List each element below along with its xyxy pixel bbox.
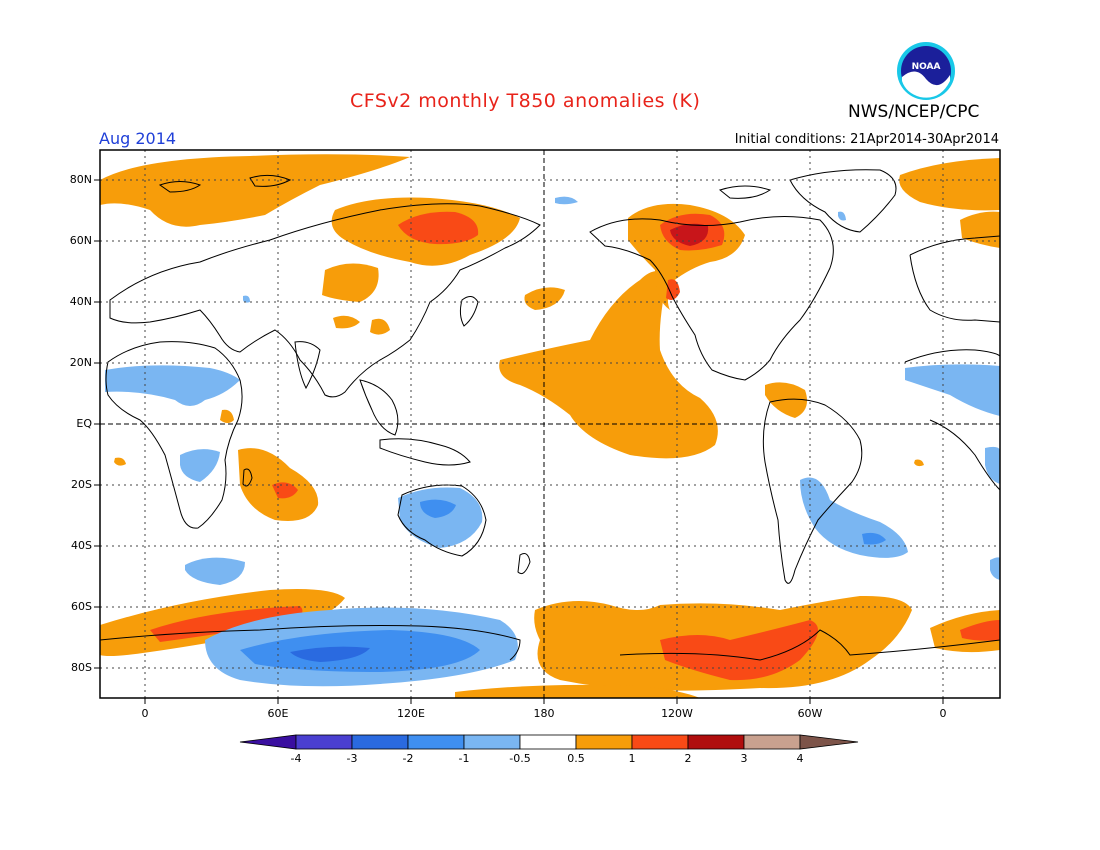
anomaly-south-atlantic-edge	[990, 557, 1000, 580]
anomaly-north-pacific-blob	[524, 287, 565, 310]
coast-japan	[459, 296, 479, 327]
colorbar-label-2: 2	[684, 752, 692, 765]
coast-greenland	[789, 169, 897, 233]
lat-label-60n: 60N	[69, 234, 92, 247]
colorbar-label-4: 4	[796, 752, 804, 765]
coast-south-america	[762, 398, 863, 584]
colorbar-label-minus1: -1	[458, 752, 470, 765]
coast-antarctica	[100, 625, 1000, 661]
anomaly-pacific-tongue	[499, 271, 718, 459]
anomaly-south-indian-small	[185, 557, 245, 585]
lon-label-180: 180	[533, 707, 555, 720]
coast-europe	[909, 235, 1000, 323]
coast-africa-east-edge	[904, 349, 1000, 491]
colorbar-swatch-0	[239, 734, 297, 750]
coast-australia	[397, 484, 487, 557]
forecast-month-label: Aug 2014	[99, 129, 177, 148]
anomaly-far-south	[455, 684, 700, 698]
anomaly-asia-small-2	[370, 318, 390, 335]
lat-label-20n: 20N	[69, 356, 92, 369]
lat-label-80n: 80N	[69, 173, 92, 186]
anomaly-arctic-west	[100, 154, 410, 227]
colorbar-label-0-5: 0.5	[567, 752, 585, 765]
anomaly-asia-small-1	[333, 315, 360, 329]
coast-new-zealand	[517, 553, 531, 575]
colorbar-label-3: 3	[740, 752, 748, 765]
colorbar-swatch-5	[519, 734, 577, 750]
colorbar-swatch-1	[295, 734, 353, 750]
anomaly-africa-atlantic-small	[985, 446, 1000, 484]
coast-madagascar	[242, 468, 253, 487]
colorbar-swatch-10	[799, 734, 859, 750]
equator-dateline	[100, 150, 1000, 698]
lon-label-60w: 60W	[797, 707, 823, 720]
anomaly-atlantic-tropics	[905, 364, 1000, 416]
colorbar-label-1: 1	[628, 752, 636, 765]
anomaly-core-antarctic-pen	[660, 620, 818, 681]
colorbar-swatch-8	[687, 734, 745, 750]
lat-label-eq: EQ	[76, 417, 92, 430]
colorbar-swatch-6	[575, 734, 633, 750]
anomaly-sahel	[105, 365, 240, 406]
anomaly-central-asia	[322, 263, 379, 302]
anomaly-australia	[398, 487, 483, 548]
initial-conditions-prefix: Initial conditions:	[734, 132, 847, 147]
anomaly-small-dot-2	[914, 459, 924, 467]
anomaly-southern-africa	[180, 449, 220, 482]
coast-indonesia	[379, 438, 471, 466]
lon-label-120e: 120E	[397, 707, 425, 720]
colorbar-swatch-9	[743, 734, 801, 750]
anomaly-central-america	[765, 382, 808, 418]
anomaly-antarctic-deep	[290, 646, 370, 662]
coast-se-asia	[359, 379, 399, 436]
anomaly-core-southern-east	[960, 620, 1000, 641]
lon-label-0-east: 0	[939, 707, 947, 720]
lat-label-40s: 40S	[71, 539, 92, 552]
lat-label-80s: 80S	[71, 661, 92, 674]
anomaly-ne-pacific-small	[838, 211, 846, 221]
anomaly-greenland-east	[960, 211, 1000, 248]
chart-title: CFSv2 monthly T850 anomalies (K)	[350, 90, 701, 112]
colorbar-swatch-3	[407, 734, 465, 750]
colorbar-swatch-4	[463, 734, 521, 750]
coast-eurasia	[109, 203, 541, 398]
axis-ticks	[94, 179, 944, 704]
coastlines	[100, 169, 1000, 661]
initial-conditions-range: 21Apr2014-30Apr2014	[850, 132, 999, 147]
graticule	[100, 150, 1000, 698]
colorbar-label-minus4: -4	[290, 752, 302, 765]
lon-label-120w: 120W	[661, 707, 693, 720]
colorbar-label-minus3: -3	[346, 752, 358, 765]
colorbar-label-minus2: -2	[402, 752, 414, 765]
noaa-logo-text: NOAA	[912, 62, 941, 72]
anomaly-fields	[100, 150, 1000, 698]
lon-label-60e: 60E	[267, 707, 289, 720]
anomaly-small-dot-1	[114, 457, 126, 466]
anomaly-africa-east-small	[220, 409, 234, 423]
organization-label: NWS/NCEP/CPC	[848, 102, 980, 122]
lon-label-0-west: 0	[141, 707, 149, 720]
anomaly-europe-small	[243, 295, 250, 303]
colorbar-swatch-7	[631, 734, 689, 750]
lat-label-60s: 60S	[71, 600, 92, 613]
lat-label-20s: 20S	[71, 478, 92, 491]
anomaly-north-atlantic	[899, 158, 1000, 211]
anomaly-australia-core	[420, 499, 456, 518]
noaa-logo-icon: NOAA	[897, 42, 955, 100]
colorbar-label-minus0-5: -0.5	[509, 752, 531, 765]
initial-conditions-label: Initial conditions: 21Apr2014-30Apr2014	[731, 132, 999, 147]
anomaly-pacific-small	[555, 196, 578, 205]
anomaly-south-atlantic-core	[862, 532, 886, 545]
colorbar	[239, 734, 859, 750]
coast-india	[294, 341, 321, 390]
coast-arctic-islands	[158, 174, 772, 199]
colorbar-swatch-2	[351, 734, 409, 750]
coast-africa	[105, 341, 243, 529]
lat-label-40n: 40N	[69, 295, 92, 308]
anomaly-core-siberia	[398, 211, 479, 245]
coast-north-america	[589, 215, 834, 381]
anomaly-max-canada	[670, 223, 709, 246]
anomaly-south-atlantic	[800, 477, 908, 558]
